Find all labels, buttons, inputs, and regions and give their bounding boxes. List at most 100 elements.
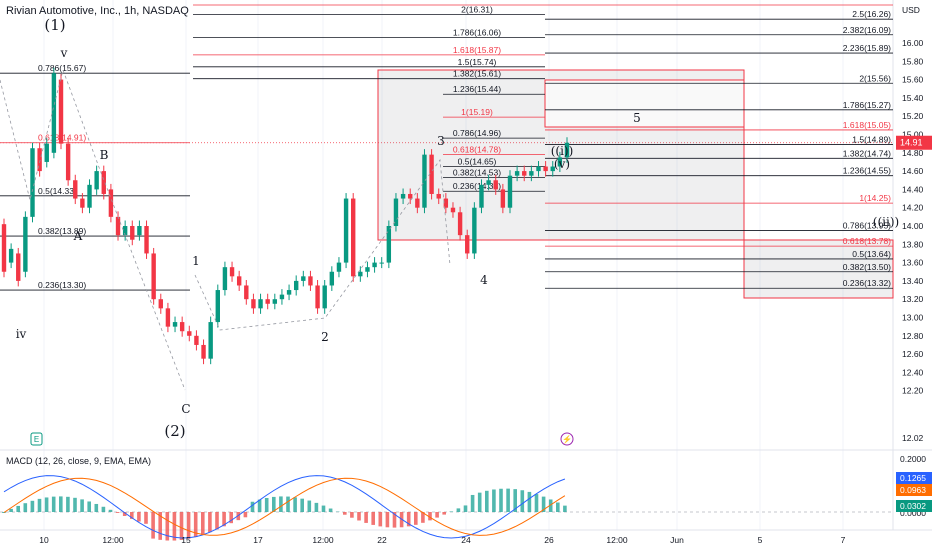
macd-tick-label: 0.0000 bbox=[900, 508, 926, 518]
fib-right-label: 1.236(14.55) bbox=[843, 166, 891, 176]
price-tick-label: 15.40 bbox=[902, 93, 924, 103]
fib-right-label: 2.5(16.26) bbox=[852, 9, 891, 19]
candle-body bbox=[429, 154, 434, 194]
candle-body bbox=[101, 171, 106, 194]
time-tick-label: 12:00 bbox=[102, 535, 124, 545]
macd-histogram-bar bbox=[371, 512, 375, 525]
candle-body bbox=[94, 171, 99, 190]
macd-histogram-bar bbox=[563, 505, 567, 512]
macd-histogram-bar bbox=[328, 508, 333, 512]
candle-body bbox=[108, 189, 114, 217]
macd-histogram-bar bbox=[165, 512, 170, 541]
candles bbox=[0, 67, 570, 391]
macd-histogram-bar bbox=[30, 500, 35, 512]
macd-histogram-bar bbox=[2, 512, 6, 513]
macd-histogram-bar bbox=[122, 512, 127, 516]
macd-histogram-bar bbox=[23, 503, 28, 512]
fib-top-label: 0.236(14.38) bbox=[453, 181, 501, 191]
macd-histogram-bar bbox=[16, 505, 20, 512]
candle-body bbox=[336, 262, 342, 272]
macd-histogram-bar bbox=[449, 511, 454, 512]
candle-body bbox=[301, 276, 306, 281]
macd-badge bbox=[896, 484, 932, 496]
time-tick-label: 15 bbox=[181, 535, 191, 545]
macd-histogram-bar bbox=[215, 512, 219, 530]
fib-right-label: 2(15.56) bbox=[859, 73, 891, 83]
wave-label: C bbox=[181, 402, 190, 416]
price-tick-label: 12.20 bbox=[902, 386, 924, 396]
time-tick-label: Jun bbox=[670, 535, 684, 545]
price-tick-label: 15.80 bbox=[902, 56, 924, 66]
candle-body bbox=[194, 335, 199, 345]
macd-histogram-bar bbox=[130, 512, 134, 519]
wave-label: (v) bbox=[554, 157, 570, 171]
price-tick-label: 12.02 bbox=[902, 433, 924, 443]
macd-histogram-bar bbox=[257, 499, 262, 512]
macd-histogram-bar bbox=[548, 499, 553, 512]
fib-levels: 0.786(15.67)0.618(14.91)0.5(14.33)0.382(… bbox=[0, 4, 893, 291]
time-tick-label: 24 bbox=[461, 535, 471, 545]
macd-histogram-bar bbox=[343, 512, 347, 515]
fib-right-label: 0.786(13.95) bbox=[843, 221, 891, 231]
candle-body bbox=[115, 216, 121, 236]
macd-histogram-bar bbox=[94, 503, 99, 512]
price-tick-label: 16.00 bbox=[902, 38, 924, 48]
chart-title: Rivian Automotive, Inc., 1h, NASDAQ bbox=[6, 5, 189, 17]
macd-histogram-bar bbox=[385, 512, 390, 528]
macd-histogram-bar bbox=[293, 497, 297, 512]
candle-body bbox=[486, 180, 491, 185]
macd-histogram-bar bbox=[222, 512, 226, 527]
candle-body bbox=[543, 166, 548, 172]
fib-top-label: 1.786(16.06) bbox=[453, 28, 501, 38]
candle-body bbox=[514, 171, 520, 176]
wave-labels: (1) v B Aiv C (2) 1 2 3 4 5 ((i))(v) ((ii)) E ⚡ bbox=[16, 16, 899, 446]
candle-body bbox=[215, 290, 220, 323]
macd-histogram-bar bbox=[307, 500, 312, 512]
candle-body bbox=[229, 267, 235, 277]
candle-body bbox=[73, 180, 78, 199]
wave-label: A bbox=[73, 229, 83, 243]
macd-histogram-bar bbox=[534, 494, 539, 512]
macd-histogram-bar bbox=[279, 496, 283, 512]
fib-right-label: 2.382(16.09) bbox=[843, 25, 891, 35]
candle-body bbox=[358, 271, 363, 277]
wave-label: 4 bbox=[480, 273, 488, 287]
candle-body bbox=[286, 290, 292, 295]
wave-label: 5 bbox=[633, 111, 641, 125]
macd-histogram-bar bbox=[520, 490, 525, 512]
price-tick-label: 13.60 bbox=[902, 258, 924, 268]
candle-body bbox=[564, 142, 570, 158]
macd-histogram-bar bbox=[406, 512, 411, 527]
macd-pane bbox=[0, 475, 893, 541]
macd-histogram-bar bbox=[499, 488, 503, 512]
macd-histogram-bar bbox=[243, 512, 248, 518]
current-price-badge bbox=[896, 135, 932, 150]
candle-body bbox=[315, 285, 320, 309]
time-tick-label: 17 bbox=[253, 535, 263, 545]
macd-histogram-bar bbox=[541, 496, 546, 512]
macd-histogram-bar bbox=[186, 512, 191, 539]
candle-body bbox=[465, 235, 470, 254]
fib-left-label: 0.382(13.89) bbox=[38, 226, 86, 236]
event-glyph: ⚡ bbox=[562, 434, 572, 444]
candle-body bbox=[436, 193, 441, 199]
macd-histogram-bar bbox=[272, 496, 276, 512]
candle-body bbox=[265, 299, 270, 304]
fib-top-label: 0.5(14.65) bbox=[458, 157, 497, 167]
macd-histogram-bar bbox=[421, 512, 425, 523]
price-tick-label: 13.40 bbox=[902, 276, 924, 286]
time-tick-label: 22 bbox=[377, 535, 387, 545]
fib-right-label: 0.5(13.64) bbox=[852, 249, 891, 259]
price-tick-label: 14.60 bbox=[902, 166, 924, 176]
macd-histogram-bar bbox=[357, 512, 361, 521]
wave-label: iv bbox=[16, 327, 27, 341]
fib-right-label: 0.618(13.78) bbox=[843, 236, 891, 246]
time-tick-label: 12:00 bbox=[606, 535, 628, 545]
candle-body bbox=[500, 189, 506, 208]
currency-label: USD bbox=[902, 5, 920, 15]
macd-title: MACD (12, 26, close, 9, EMA, EMA) bbox=[6, 456, 152, 466]
price-tick-label: 14.40 bbox=[902, 184, 924, 194]
candle-body bbox=[479, 184, 484, 208]
candle-body bbox=[201, 344, 206, 359]
